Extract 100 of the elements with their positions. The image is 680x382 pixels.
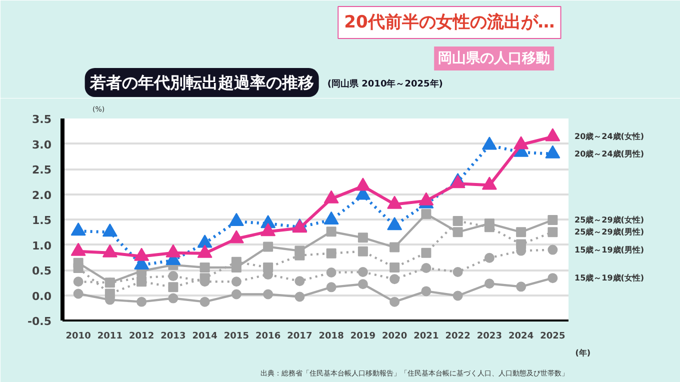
x-tick-label: 2017 bbox=[287, 332, 312, 342]
point bbox=[390, 262, 400, 272]
point bbox=[70, 222, 86, 236]
y-tick-label: 1.0 bbox=[32, 239, 52, 252]
point bbox=[421, 286, 432, 296]
point bbox=[168, 271, 178, 282]
point bbox=[228, 212, 244, 226]
point bbox=[102, 224, 118, 237]
point bbox=[358, 267, 368, 278]
x-tick-label: 2024 bbox=[508, 332, 534, 342]
point bbox=[390, 274, 400, 284]
point bbox=[452, 216, 463, 226]
y-tick-label: 3.0 bbox=[32, 138, 52, 152]
point bbox=[514, 136, 529, 150]
point bbox=[324, 211, 339, 225]
point bbox=[452, 227, 463, 238]
point bbox=[516, 227, 526, 238]
point bbox=[294, 246, 305, 256]
y-tick-label: 2.5 bbox=[32, 164, 52, 176]
point bbox=[231, 276, 242, 287]
x-tick-label: 2012 bbox=[129, 332, 154, 342]
point bbox=[548, 244, 558, 255]
point bbox=[294, 276, 305, 286]
chart-title: 若者の年代別転出超過率の推移 bbox=[88, 73, 314, 92]
point bbox=[548, 215, 558, 226]
point bbox=[73, 258, 84, 268]
point bbox=[390, 242, 400, 252]
y-tick-label: 1.5 bbox=[32, 214, 52, 227]
point bbox=[73, 276, 84, 287]
point bbox=[421, 248, 432, 258]
x-tick-label: 2014 bbox=[192, 332, 218, 342]
point bbox=[260, 223, 276, 236]
x-tick-label: 2013 bbox=[160, 332, 186, 342]
y-tick-label: -0.5 bbox=[27, 315, 52, 328]
point bbox=[324, 190, 339, 204]
point bbox=[73, 288, 84, 299]
chart-subtitle: (岡山県 2010年～2025年) bbox=[327, 78, 443, 90]
point bbox=[358, 232, 368, 243]
text: 25歳～29歳(女性) bbox=[574, 216, 644, 225]
point bbox=[326, 282, 336, 292]
text: 25歳～29歳(男性) bbox=[574, 228, 644, 237]
point bbox=[484, 278, 494, 289]
point bbox=[200, 262, 210, 272]
point bbox=[104, 288, 115, 299]
point bbox=[421, 262, 432, 273]
point bbox=[548, 273, 558, 284]
point bbox=[168, 282, 178, 292]
point bbox=[387, 196, 402, 209]
x-tick-label: 2020 bbox=[382, 332, 408, 342]
x-tick-label: 2018 bbox=[318, 332, 344, 342]
text: 15歳～19歳(男性) bbox=[574, 245, 644, 254]
point bbox=[548, 227, 558, 238]
point bbox=[516, 239, 526, 250]
y-tick-label: 3.5 bbox=[32, 113, 52, 126]
y-tick-label: 0.5 bbox=[32, 264, 52, 278]
point bbox=[231, 289, 242, 300]
point bbox=[452, 290, 463, 301]
point bbox=[228, 230, 244, 244]
point bbox=[545, 128, 560, 142]
point bbox=[484, 218, 494, 229]
x-tick-label: 2011 bbox=[97, 332, 122, 342]
x-tick-label: 2022 bbox=[445, 332, 470, 342]
point bbox=[263, 289, 274, 300]
point bbox=[482, 136, 497, 150]
point bbox=[358, 279, 368, 290]
point bbox=[197, 234, 212, 248]
text: 岡山県の人口移動 bbox=[438, 50, 550, 66]
y-tick-label: 0.0 bbox=[32, 290, 52, 303]
point bbox=[200, 296, 210, 307]
point bbox=[136, 276, 147, 287]
point bbox=[418, 192, 434, 206]
series-label: 20歳～24歳(男性) bbox=[574, 149, 644, 158]
point bbox=[387, 216, 402, 230]
y-tick-label: 2.0 bbox=[32, 188, 52, 202]
x-tick-label: 2019 bbox=[350, 332, 376, 342]
point bbox=[263, 242, 274, 252]
point bbox=[358, 246, 368, 256]
point bbox=[200, 273, 210, 284]
point bbox=[452, 267, 463, 278]
point bbox=[263, 262, 274, 272]
point bbox=[168, 293, 178, 304]
point bbox=[421, 208, 432, 219]
point bbox=[326, 226, 336, 237]
point bbox=[326, 248, 336, 258]
x-tick-label: 2010 bbox=[66, 332, 91, 342]
point bbox=[484, 252, 494, 263]
x-axis-title: (年) bbox=[575, 348, 590, 358]
x-tick-label: 2021 bbox=[414, 332, 439, 342]
x-tick-label: 2016 bbox=[256, 332, 281, 342]
x-tick-label: 2015 bbox=[224, 332, 249, 342]
point bbox=[516, 282, 526, 292]
point bbox=[294, 292, 305, 302]
point bbox=[326, 268, 336, 278]
point bbox=[231, 262, 242, 272]
x-tick-label: 2025 bbox=[540, 332, 566, 342]
text: 15歳～19歳(女性) bbox=[574, 274, 644, 283]
point bbox=[355, 178, 370, 191]
text: 20代前半の女性の流出が… bbox=[344, 12, 555, 32]
point bbox=[482, 176, 497, 190]
series-label: 20歳～24歳(女性) bbox=[574, 132, 644, 142]
